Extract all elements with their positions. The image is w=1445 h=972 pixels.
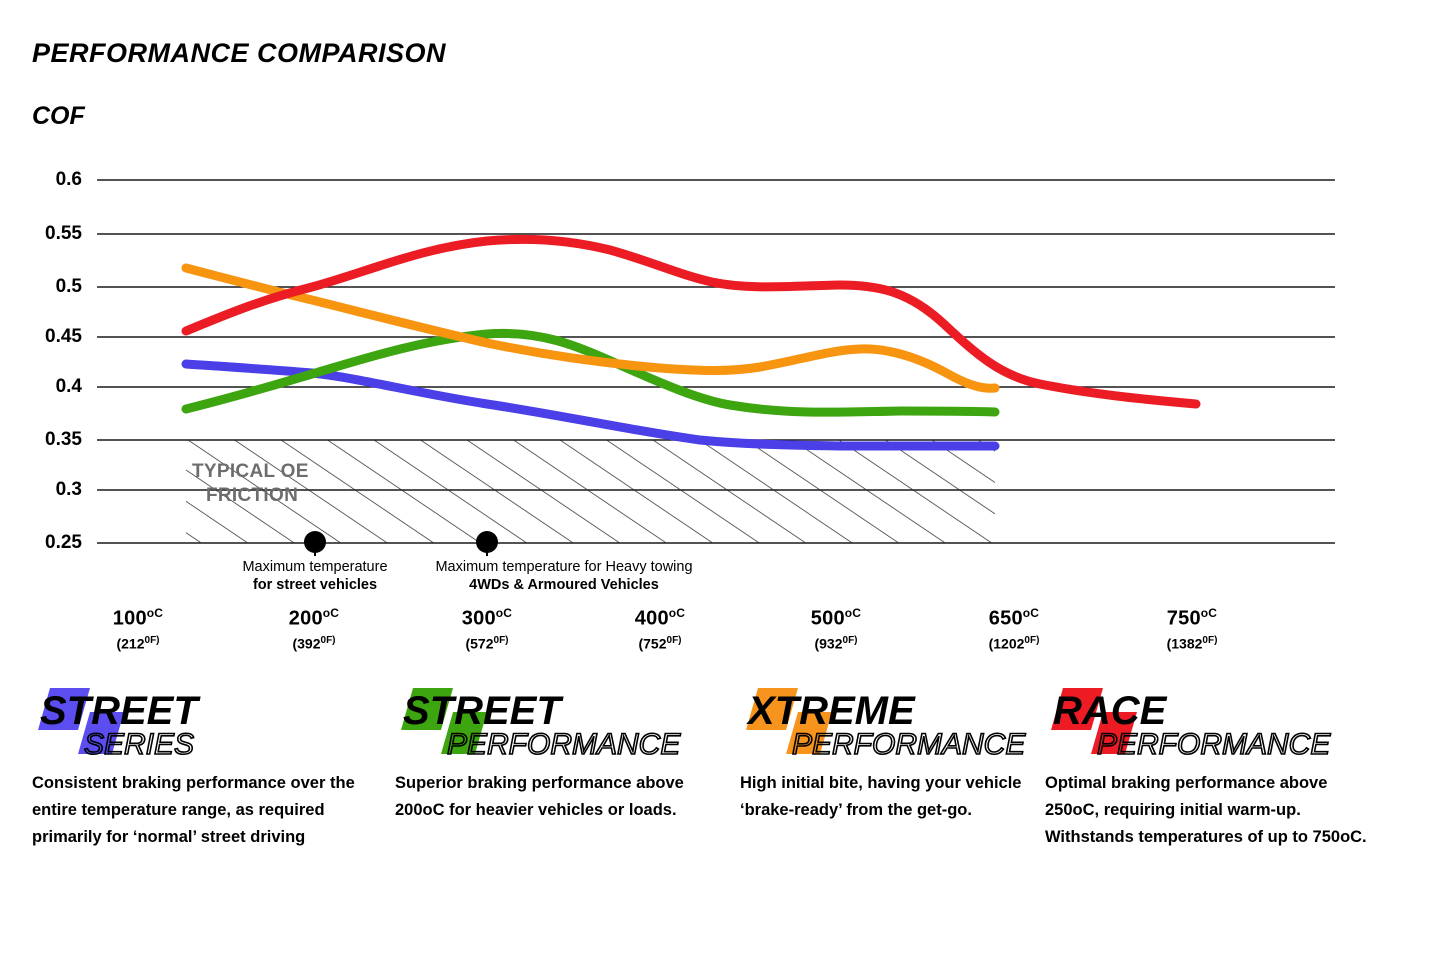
product-card-street-series: STREET SERIES Consistent braking perform…	[32, 682, 377, 851]
typical-oe-friction-band	[186, 440, 995, 543]
x-tick-celsius: 500oC	[810, 606, 862, 630]
logo-accent-shape	[401, 688, 453, 730]
annotation-line2: 4WDs & Armoured Vehicles	[469, 577, 659, 594]
logo-text-top: STREET	[403, 689, 564, 733]
xtreme-performance-logo: XTREME PERFORMANCE	[740, 682, 1040, 758]
logo-text-bottom: PERFORMANCE	[1097, 728, 1331, 758]
y-axis-title: COF	[32, 102, 85, 130]
x-tick-fahrenheit: (7520F)	[638, 634, 682, 652]
street-series-logo: STREET SERIES	[32, 682, 377, 758]
x-tick-200c: 200oC (3920F)	[244, 606, 384, 651]
logo-text-top: XTREME	[746, 689, 916, 733]
product-description: Superior braking performance above 200oC…	[395, 774, 684, 819]
x-tick-fahrenheit: (13820F)	[1166, 634, 1218, 652]
page-title: PERFORMANCE COMPARISON	[32, 38, 447, 68]
x-tick-celsius: 400oC	[634, 606, 686, 630]
logo-text-bottom: PERFORMANCE	[447, 728, 681, 758]
y-tick-label: 0.25	[45, 532, 82, 553]
product-description: Consistent braking performance over the …	[32, 774, 355, 846]
x-tick-celsius: 100oC	[112, 606, 164, 630]
annotation-line2: for street vehicles	[252, 577, 378, 594]
annotation-marker-heavy-towing	[476, 531, 498, 556]
x-tick-celsius: 200oC	[288, 606, 340, 630]
x-tick-650c: 650oC (12020F)	[944, 606, 1084, 651]
y-tick-label: 0.4	[55, 376, 82, 397]
y-tick-label: 0.35	[45, 429, 82, 450]
annotation-marker-street-vehicles	[304, 531, 326, 556]
logo-accent-shape-lower	[1091, 712, 1137, 754]
series-line-race-performance	[181, 234, 1201, 409]
x-tick-fahrenheit: (3920F)	[292, 634, 336, 652]
cof-line-chart: 0.6 0.55 0.5 0.45 0.4 0.35 0.3 0.25 TYPI…	[45, 169, 1335, 651]
x-tick-400c: 400oC (7520F)	[590, 606, 730, 651]
street-performance-logo: STREET PERFORMANCE	[395, 682, 725, 758]
y-tick-label: 0.3	[55, 479, 82, 500]
x-tick-100c: 100oC (2120F)	[68, 606, 208, 651]
x-tick-750c: 750oC (13820F)	[1122, 606, 1262, 651]
logo-text-top: RACE	[1053, 689, 1168, 733]
series-line-xtreme-performance	[181, 263, 1000, 393]
logo-text-top: STREET	[40, 689, 201, 733]
annotation-street-vehicles: Maximum temperature for street vehicles	[228, 558, 402, 594]
race-performance-logo: RACE PERFORMANCE	[1045, 682, 1375, 758]
y-tick-label: 0.45	[45, 326, 82, 347]
oe-label-line1: TYPICAL OE	[192, 461, 309, 482]
logo-accent-shape	[1051, 688, 1103, 730]
x-tick-500c: 500oC (9320F)	[766, 606, 906, 651]
x-tick-celsius: 300oC	[461, 606, 513, 630]
y-tick-label: 0.6	[55, 169, 82, 190]
x-tick-300c: 300oC (5720F)	[417, 606, 557, 651]
product-card-street-performance: STREET PERFORMANCE Superior braking perf…	[395, 682, 725, 824]
x-tick-fahrenheit: (12020F)	[988, 634, 1040, 652]
logo-text-bottom: PERFORMANCE	[792, 728, 1026, 758]
chart-canvas	[97, 179, 1335, 556]
product-card-race-performance: RACE PERFORMANCE Optimal braking perform…	[1045, 682, 1375, 851]
product-description: High initial bite, having your vehicle ‘…	[740, 774, 1022, 819]
y-tick-label: 0.55	[45, 223, 82, 244]
logo-accent-shape-lower	[786, 712, 832, 754]
product-card-xtreme-performance: XTREME PERFORMANCE High initial bite, ha…	[740, 682, 1040, 824]
annotation-line1: Maximum temperature	[242, 559, 388, 575]
oe-label-line2: FRICTION	[206, 484, 299, 506]
annotation-line1: Maximum temperature for Heavy towing	[435, 559, 693, 575]
x-tick-fahrenheit: (2120F)	[116, 634, 160, 652]
x-tick-fahrenheit: (9320F)	[814, 634, 858, 652]
x-tick-celsius: 650oC	[988, 606, 1040, 630]
product-description: Optimal braking performance above 250oC,…	[1045, 774, 1367, 846]
x-tick-fahrenheit: (5720F)	[465, 634, 509, 652]
y-tick-label: 0.5	[55, 276, 82, 297]
logo-accent-shape-lower	[78, 712, 124, 754]
logo-accent-shape-lower	[441, 712, 487, 754]
x-tick-celsius: 750oC	[1166, 606, 1218, 630]
logo-accent-shape	[746, 688, 798, 730]
logo-text-bottom: SERIES	[84, 728, 194, 758]
logo-accent-shape	[38, 688, 90, 730]
typical-oe-friction-label: TYPICAL OE FRICTION	[192, 460, 309, 508]
annotation-heavy-towing: Maximum temperature for Heavy towing 4WD…	[414, 558, 714, 594]
